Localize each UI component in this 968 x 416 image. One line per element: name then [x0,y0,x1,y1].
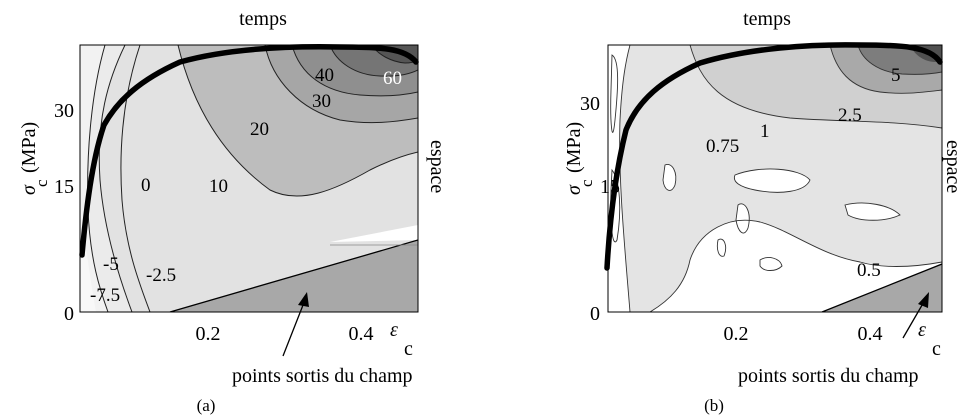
panel-a-contour-label-0: 0 [141,175,151,196]
panel-a-contour-label-60: 60 [383,68,402,89]
panel-b-annotation: points sortis du champ [738,365,919,387]
panel-a-contour-label-m5: -5 [103,254,119,275]
panel-b-xlabel-sub: c [932,338,941,360]
panel-b-ytick-0: 0 [590,303,600,325]
panel-a-xtick-0-2: 0.2 [196,323,221,345]
panel-b-top-label: temps [743,8,791,30]
panel-b-xtick-0-2: 0.2 [724,323,749,345]
panel-b-contour-label-5: 5 [891,65,901,86]
panel-a-contour-label-20: 20 [250,119,269,140]
panel-b-contour-label-0-75: 0.75 [706,136,739,157]
panel-b-ylabel: σ c (MPa) [563,122,596,195]
svg-text:c: c [577,179,596,187]
panel-a-contour-fill [80,45,418,312]
panel-a-contour-label-10: 10 [209,176,228,197]
panel-a-right-label: espace [426,140,448,193]
panel-a-xlabel-sub: c [404,338,413,360]
panel-b-ytick-15: 15 [600,176,620,198]
panel-b-xtick-0-4: 0.4 [858,323,883,345]
panel-a-caption: (a) [197,396,216,415]
panel-a-xtick-0-4: 0.4 [349,323,374,345]
svg-text:c: c [32,179,51,187]
panel-a-contour-label-m2-5: -2.5 [146,265,176,286]
panel-b-ytick-30: 30 [580,93,600,115]
panel-a-contour-label-m7-5: -7.5 [90,285,120,306]
panel-a-ytick-15: 15 [54,176,74,198]
panel-a-annotation: points sortis du champ [232,365,413,387]
panel-a-ylabel: σ c (MPa) [18,122,51,195]
panel-a-ytick-0: 0 [64,303,74,325]
panel-a-contour-label-30: 30 [312,91,331,112]
panel-b-contour-label-0-5: 0.5 [857,260,881,281]
panel-a-top-label: temps [239,8,287,30]
panel-b-xlabel-eps: ε [918,319,926,341]
panel-b-caption: (b) [704,396,724,415]
panel-a: 60 40 30 20 10 0 -2.5 -5 -7.5 0 15 30 0.… [18,8,448,415]
panel-a-xlabel-eps: ε [390,319,398,341]
panel-b-contour-label-1: 1 [760,121,770,142]
panel-a-contour-label-40: 40 [315,65,334,86]
panel-a-ytick-30: 30 [54,100,74,122]
panel-b-right-label: espace [942,140,964,193]
panel-b: 5 2.5 1 0.75 0.5 0 15 30 0.2 0.4 σ c (MP… [563,8,964,415]
svg-text:(MPa): (MPa) [18,122,40,173]
panel-b-contour-label-2-5: 2.5 [838,105,862,126]
svg-text:(MPa): (MPa) [563,122,585,173]
